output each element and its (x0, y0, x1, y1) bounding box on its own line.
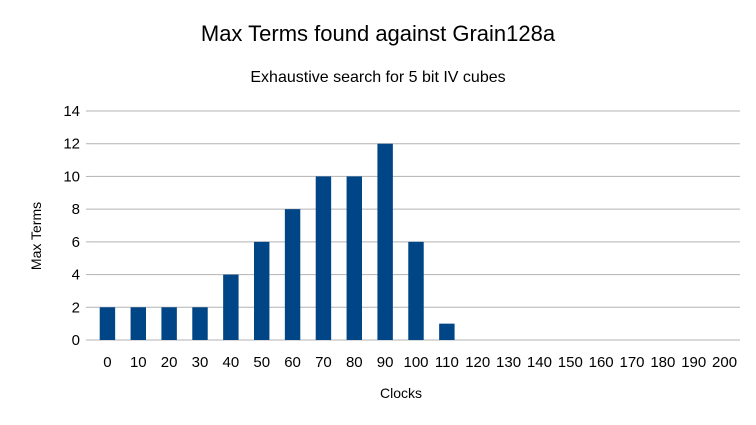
chart-subtitle: Exhaustive search for 5 bit IV cubes (250, 69, 505, 86)
x-tick-label: 60 (284, 354, 301, 371)
y-tick-label: 2 (72, 299, 80, 316)
x-axis-label: Clocks (380, 385, 422, 401)
x-tick-label: 100 (403, 354, 428, 371)
x-tick-label: 160 (589, 354, 614, 371)
y-tick-label: 12 (63, 136, 80, 153)
x-tick-label: 50 (253, 354, 270, 371)
x-tick-label: 180 (650, 354, 675, 371)
x-tick-label: 190 (681, 354, 706, 371)
x-tick-label: 130 (496, 354, 521, 371)
y-tick-label: 10 (63, 168, 80, 185)
x-tick-label: 40 (223, 354, 240, 371)
y-tick-label: 6 (72, 234, 80, 251)
x-tick-label: 10 (130, 354, 147, 371)
bar-10 (130, 307, 146, 340)
y-tick-label: 8 (72, 201, 80, 218)
x-tick-label: 30 (192, 354, 209, 371)
x-tick-label: 200 (712, 354, 737, 371)
y-axis-label: Max Terms (28, 202, 44, 270)
bar-80 (346, 176, 362, 340)
y-tick-label: 14 (63, 103, 80, 120)
x-tick-label: 140 (527, 354, 552, 371)
bar-100 (408, 241, 424, 340)
bar-30 (192, 307, 208, 340)
bar-70 (315, 176, 332, 340)
bars (99, 143, 455, 340)
x-tick-label: 20 (161, 354, 178, 371)
bar-90 (377, 143, 393, 340)
x-tick-label: 70 (315, 354, 332, 371)
x-axis-ticks: 0 10 20 30 40 50 60 70 80 90 100 110 120 130 140 150 160… (103, 354, 737, 371)
x-tick-label: 0 (103, 354, 111, 371)
bar-110 (439, 323, 455, 340)
x-tick-label: 120 (465, 354, 490, 371)
bar-0 (99, 307, 116, 340)
y-axis-ticks: 0 2 4 6 8 10 12 14 (63, 103, 80, 349)
x-tick-label: 170 (619, 354, 644, 371)
bar-40 (223, 274, 239, 340)
y-tick-label: 0 (72, 332, 80, 349)
x-tick-label: 90 (377, 354, 394, 371)
chart-title: Max Terms found against Grain128a (201, 21, 556, 46)
x-tick-label: 80 (346, 354, 363, 371)
y-tick-label: 4 (72, 267, 80, 284)
bar-60 (284, 209, 301, 340)
bar-20 (161, 307, 177, 340)
bar-50 (254, 241, 270, 340)
x-tick-label: 110 (435, 354, 459, 371)
x-tick-label: 150 (558, 354, 583, 371)
